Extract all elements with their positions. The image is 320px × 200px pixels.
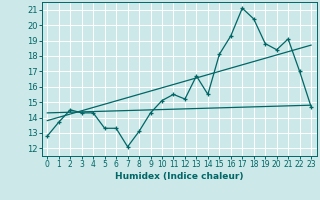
X-axis label: Humidex (Indice chaleur): Humidex (Indice chaleur)	[115, 172, 244, 181]
